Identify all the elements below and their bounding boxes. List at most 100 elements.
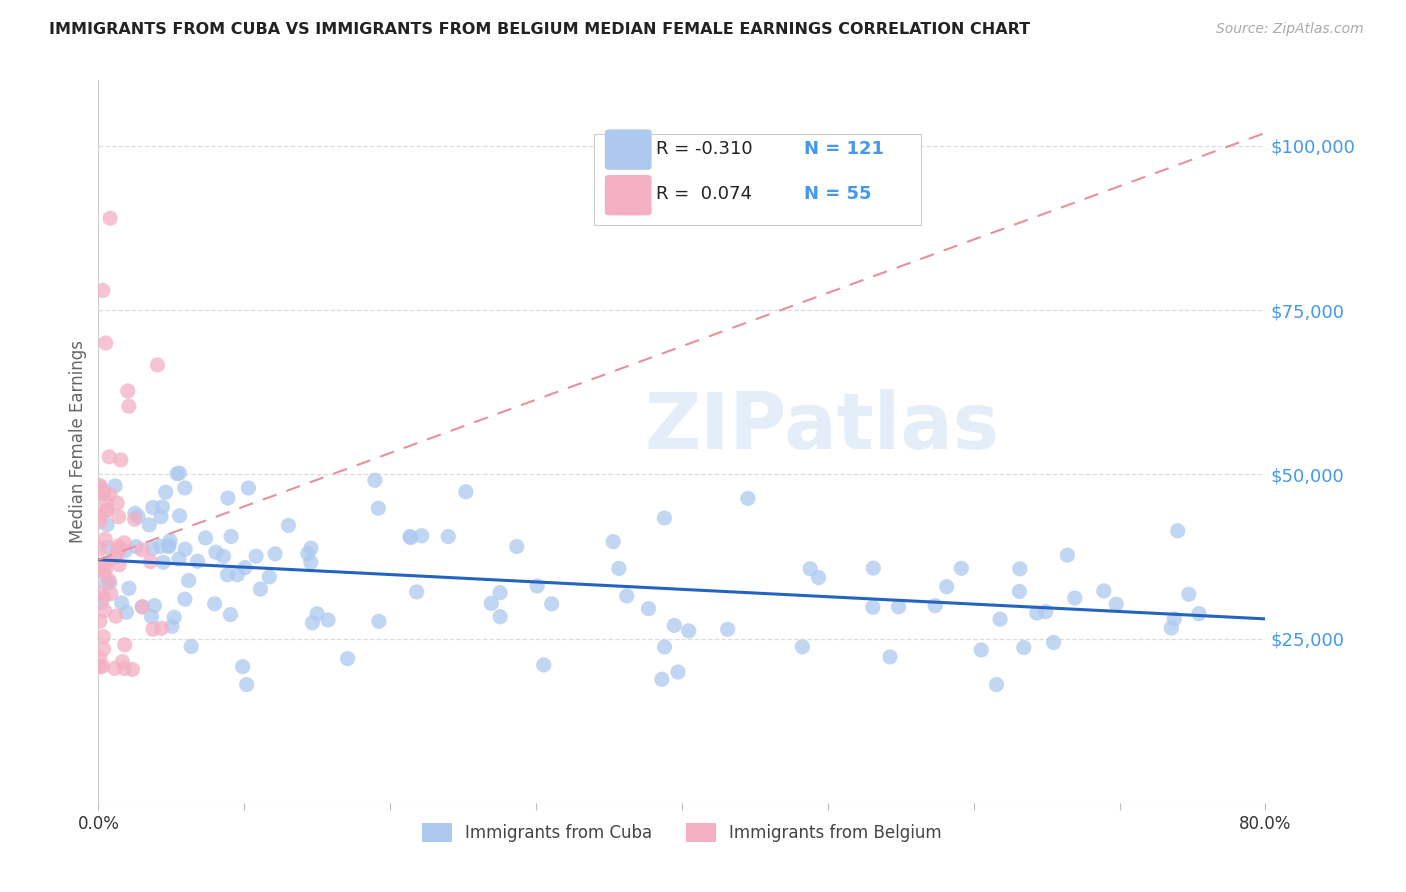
Point [862,561,884,575]
Point [654,640,676,654]
Point [180,640,202,654]
Point [167,552,190,566]
Point [91,659,114,673]
Point [114,543,136,558]
Point [150,621,173,635]
Point [155,485,177,500]
Point [131,599,153,614]
Point [107,539,129,553]
Point [94,533,117,547]
Point [90,483,112,497]
Point [93,591,115,605]
Point [159,533,181,548]
Point [127,509,149,524]
Point [149,540,172,554]
Point [654,511,676,525]
Point [297,547,319,561]
Point [792,640,814,654]
Point [887,599,910,614]
Point [111,596,134,610]
Point [115,605,138,619]
Point [98,574,121,588]
Point [1105,597,1128,611]
Point [1025,606,1047,620]
Point [1012,640,1035,655]
Point [217,491,239,505]
Point [299,541,322,556]
Text: N = 121: N = 121 [804,140,884,158]
Point [141,541,163,556]
Point [1092,583,1115,598]
Point [93,604,115,618]
Point [138,517,160,532]
Point [104,661,127,675]
Point [607,561,630,575]
Point [98,211,121,226]
Point [986,677,1008,691]
Point [139,555,162,569]
Point [117,384,139,398]
Point [367,615,389,629]
Point [1056,548,1078,562]
Point [89,563,111,577]
Point [94,561,117,575]
Y-axis label: Median Female Earnings: Median Female Earnings [69,340,87,543]
Point [970,643,993,657]
Point [149,509,172,524]
Point [307,607,329,621]
Point [1008,562,1031,576]
Point [89,480,111,494]
Point [89,615,111,629]
Point [93,566,115,580]
Point [91,486,114,500]
Point [105,546,128,560]
Point [219,607,242,622]
Point [142,622,165,636]
Point [1163,612,1185,626]
Point [540,597,562,611]
Point [411,529,433,543]
Point [118,399,141,413]
Point [107,509,129,524]
Point [152,500,174,514]
Point [104,550,127,565]
Point [219,529,242,543]
Point [862,600,884,615]
Point [124,512,146,526]
Point [89,515,111,529]
Point [602,534,624,549]
Text: R = -0.310: R = -0.310 [657,140,752,158]
Point [217,567,239,582]
Point [114,638,136,652]
Point [717,622,740,636]
Point [233,560,256,574]
Point [96,517,118,532]
Point [489,585,512,599]
Point [506,540,529,554]
Point [1008,584,1031,599]
Point [238,481,260,495]
Text: N = 55: N = 55 [804,186,872,203]
Point [91,630,114,644]
Point [104,609,127,624]
Point [245,549,267,564]
Point [807,571,830,585]
Point [664,618,686,632]
Point [301,615,323,630]
Point [666,665,689,679]
Point [91,284,114,298]
Point [187,554,209,568]
Point [105,496,128,510]
Point [205,545,228,559]
Point [98,487,121,501]
Point [146,358,169,372]
Point [737,491,759,506]
Point [479,596,502,610]
Point [104,479,127,493]
Point [89,586,111,600]
Point [98,450,121,464]
Point [264,547,287,561]
Point [1167,524,1189,538]
Point [89,660,111,674]
Point [526,579,548,593]
